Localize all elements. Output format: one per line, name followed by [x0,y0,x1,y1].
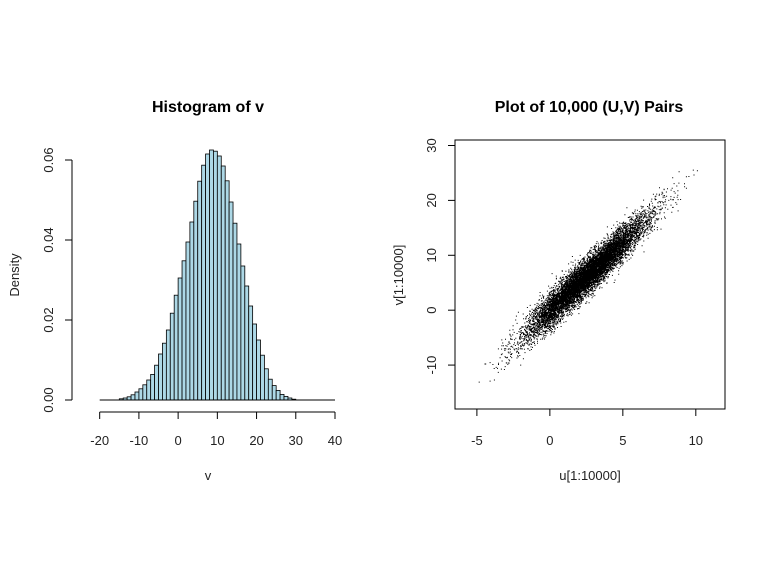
histogram-bar [142,384,148,401]
histogram-bar [264,368,269,401]
histogram-x-tick-label: 20 [249,433,263,448]
histogram-x-label: v [205,468,212,483]
histogram-bar [177,277,183,401]
histogram-bar [138,388,144,401]
histogram-y-tick-label: 0.06 [41,147,56,172]
scatter-y-tick-label: -10 [424,356,439,375]
histogram-bar [283,395,289,401]
histogram-bar [209,149,214,401]
histogram-bar [279,393,285,401]
histogram-title: Histogram of v [152,99,264,116]
histogram-bar [271,385,277,401]
histogram-bar [267,378,273,401]
histogram-bar [154,364,159,401]
scatter-y-tick-label: 30 [424,138,439,152]
histogram-bar [185,241,191,401]
scatter-y-label: v[1:10000] [391,245,406,306]
scatter-points [478,169,698,383]
histogram-bar [193,200,199,401]
histogram-bar [240,265,246,401]
scatter-title: Plot of 10,000 (U,V) Pairs [495,99,684,116]
histogram-bar [213,150,218,401]
histogram-bar [275,389,281,401]
scatter-panel: Plot of 10,000 (U,V) Pairs -5 0 5 10 -10 0 10… [391,99,726,483]
histogram-y-label: Density [7,253,22,297]
scatter-plot-box [454,139,726,410]
histogram-bar [146,379,152,401]
histogram-x-tick-label: 40 [328,433,342,448]
histogram-bar [150,373,155,401]
scatter-x-tick-label: 5 [619,433,626,448]
histogram-bar [260,354,265,401]
scatter-y-tick-label: 0 [424,307,439,314]
histogram-bar [216,155,222,401]
histogram-bar [158,353,163,401]
histogram-x-tick-label: -10 [130,433,149,448]
scatter-y-axis: -10 0 10 20 30 [424,138,455,374]
histogram-bars [118,149,297,401]
scatter-x-tick-label: 10 [689,433,703,448]
histogram-bar [232,222,238,401]
scatter-x-tick-label: 0 [546,433,553,448]
histogram-x-tick-label: 30 [289,433,303,448]
histogram-x-tick-label: -20 [90,433,109,448]
histogram-bar [162,342,167,401]
histogram-x-tick-label: 0 [175,433,182,448]
histogram-bar [201,164,206,401]
scatter-x-label: u[1:10000] [559,468,620,483]
histogram-bar [228,201,234,401]
histogram-bar [134,391,140,401]
histogram-bar [130,394,136,401]
histogram-bar [197,180,203,401]
histogram-bar [236,243,242,401]
histogram-bar [205,153,210,401]
histogram-bar [256,339,261,401]
histogram-bar [169,312,175,401]
histogram-bar [220,165,226,401]
histogram-bar [248,305,254,401]
histogram-panel: Histogram of v -20 -10 0 10 20 30 40 0.000.020… [7,99,342,483]
scatter-y-tick-label: 20 [424,193,439,207]
histogram-bar [244,285,250,401]
histogram-bar [173,294,179,401]
scatter-y-tick-label: 10 [424,248,439,262]
histogram-y-tick-label: 0.02 [41,307,56,332]
scatter-x-axis: -5 0 5 10 [471,409,703,448]
histogram-y-tick-label: 0.04 [41,227,56,252]
scatter-point-cloud [478,169,698,383]
histogram-bar [165,329,171,401]
histogram-y-axis: 0.00 0.02 0.04 0.06 [41,147,73,413]
histogram-bar [252,323,257,401]
histogram-bar [189,221,195,401]
scatter-x-tick-label: -5 [471,433,483,448]
histogram-y-tick-label: 0.00 [41,387,56,412]
histogram-bar [224,180,230,401]
histogram-x-axis: -20 -10 0 10 20 30 40 [90,411,342,448]
histogram-x-tick-label: 10 [210,433,224,448]
histogram-bar [181,260,187,401]
